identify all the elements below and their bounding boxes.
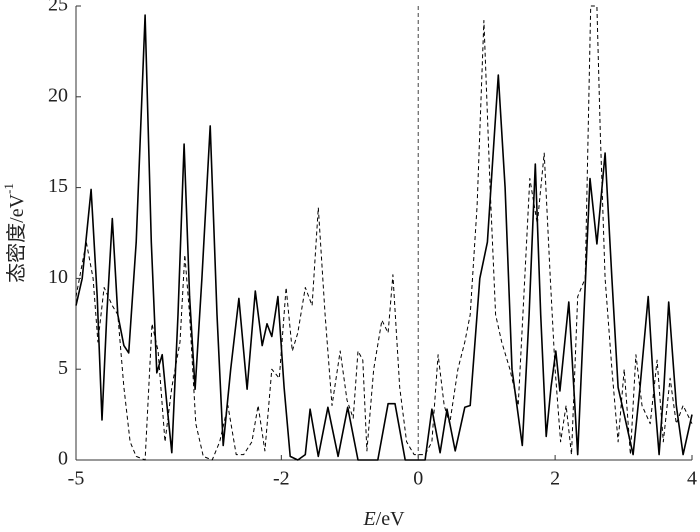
dos-line [75, 14, 693, 461]
x-tick-label: 0 [413, 468, 423, 490]
x-tick-label: -5 [68, 468, 85, 490]
y-label-main: 态密度/eV [5, 193, 28, 282]
x-axis-label: E/eV [362, 508, 405, 530]
x-label-unit: /eV [376, 508, 405, 530]
y-tick-label: 15 [48, 175, 68, 197]
x-label-var: E [362, 508, 375, 530]
y-label-sup: -1 [1, 183, 16, 194]
y-axis-label: 态密度/eV-1 [1, 183, 28, 283]
y-tick-label: 0 [58, 448, 68, 470]
x-tick-label: 2 [550, 468, 560, 490]
y-tick-label: 5 [58, 357, 68, 379]
y-tick-label: 10 [48, 266, 68, 288]
y-tick-label: 25 [48, 0, 68, 16]
dos-line [75, 5, 693, 461]
x-tick-label: 4 [687, 468, 697, 490]
y-tick-label: 20 [48, 84, 68, 106]
x-tick-label: -2 [273, 468, 290, 490]
